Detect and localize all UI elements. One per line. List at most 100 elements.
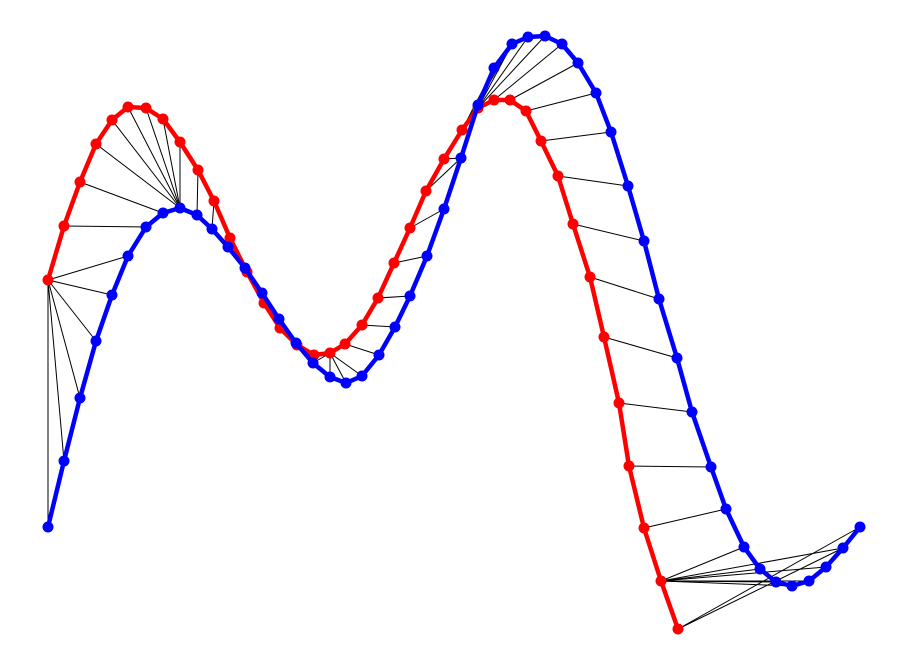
data-point (273, 313, 285, 325)
matching-line (643, 508, 727, 529)
data-point (598, 331, 610, 343)
data-point (256, 287, 268, 299)
data-point (42, 521, 54, 533)
data-point (208, 195, 220, 207)
data-point (786, 580, 798, 592)
data-point (192, 164, 204, 176)
matching-line (47, 279, 81, 399)
matching-line (111, 119, 181, 209)
matching-line (557, 175, 629, 187)
data-point (140, 102, 152, 114)
red-curve (42, 94, 684, 635)
data-point (854, 521, 866, 533)
matching-line (79, 181, 164, 214)
data-point (140, 221, 152, 233)
data-point (324, 347, 336, 359)
data-point (605, 126, 617, 138)
data-point (174, 202, 186, 214)
data-point (522, 31, 534, 43)
data-point (803, 575, 815, 587)
matching-line (493, 43, 563, 101)
data-point (373, 349, 385, 361)
data-point (106, 114, 118, 126)
data-point (290, 337, 302, 349)
data-point (174, 136, 186, 148)
data-point (720, 503, 732, 515)
matching-line (660, 580, 793, 587)
data-point (90, 138, 102, 150)
matching-line (677, 547, 844, 630)
data-point (705, 461, 717, 473)
data-point (520, 105, 532, 117)
matching-line (344, 343, 380, 356)
data-point (206, 223, 218, 235)
matching-line (162, 118, 181, 209)
matching-line (477, 36, 529, 109)
matching-line (660, 568, 761, 582)
data-point (224, 232, 236, 244)
matching-line (628, 465, 712, 468)
matching-line (393, 255, 428, 264)
data-point (58, 220, 70, 232)
matching-line (572, 223, 645, 242)
data-point (455, 152, 467, 164)
series-line (45, 33, 863, 589)
data-point (356, 319, 368, 331)
matching-line (47, 279, 97, 342)
data-point (613, 397, 625, 409)
data-point (820, 561, 832, 573)
matching-line (47, 279, 113, 296)
data-point (222, 241, 234, 253)
matching-line (525, 92, 597, 112)
data-point (438, 203, 450, 215)
blue-curve (42, 30, 866, 592)
matching-line (425, 157, 462, 192)
data-point (74, 392, 86, 404)
data-point (488, 94, 500, 106)
data-point (340, 377, 352, 389)
series-line (45, 97, 681, 632)
data-point (572, 57, 584, 69)
matching-line (660, 546, 745, 582)
data-point (672, 623, 684, 635)
data-point (339, 338, 351, 350)
data-point (58, 455, 70, 467)
data-point (438, 153, 450, 165)
data-point (622, 180, 634, 192)
matching-line (127, 106, 181, 209)
data-point (106, 289, 118, 301)
data-point (556, 38, 568, 50)
matching-line (361, 324, 396, 328)
data-point (754, 563, 766, 575)
curves-group (42, 30, 866, 635)
data-point (584, 271, 596, 283)
data-point (590, 87, 602, 99)
data-point (567, 218, 579, 230)
data-point (638, 522, 650, 534)
matching-line (95, 143, 181, 209)
matching-line (329, 352, 363, 377)
data-point (420, 185, 432, 197)
matching-line (409, 208, 445, 229)
data-point (239, 262, 251, 274)
data-point (535, 135, 547, 147)
matching-line (540, 131, 612, 142)
data-point (738, 541, 750, 553)
data-point (506, 38, 518, 50)
data-point (770, 576, 782, 588)
data-point (324, 371, 336, 383)
data-point (655, 575, 667, 587)
data-point (404, 290, 416, 302)
matching-line (196, 169, 199, 216)
data-point (504, 94, 516, 106)
data-point (389, 321, 401, 333)
data-point (552, 170, 564, 182)
matching-line (47, 279, 65, 462)
data-point (157, 113, 169, 125)
matching-line (618, 402, 693, 413)
matching-line (47, 255, 129, 281)
data-point (671, 352, 683, 364)
matching-line (329, 352, 347, 384)
matching-line (603, 336, 678, 359)
